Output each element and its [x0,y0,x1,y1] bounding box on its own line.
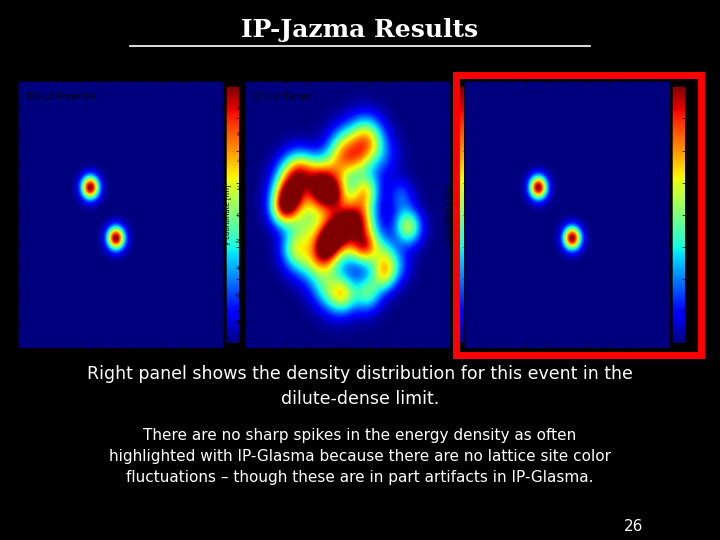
X-axis label: x coordinate [fm]: x coordinate [fm] [314,360,381,368]
X-axis label: x coordinate [fm]: x coordinate [fm] [87,360,154,368]
Text: Q$^2_s$(x,y) Projectile: Q$^2_s$(x,y) Projectile [24,89,97,104]
Text: There are no sharp spikes in the energy density as often
highlighted with IP-Gla: There are no sharp spikes in the energy … [109,428,611,485]
Text: IP-Jazma Results: IP-Jazma Results [241,18,479,42]
Text: Q$^2_s$(x,y) Target: Q$^2_s$(x,y) Target [251,89,312,104]
Y-axis label: y coordinate [fm]: y coordinate [fm] [444,184,451,245]
Text: Right panel shows the density distribution for this event in the
dilute-dense li: Right panel shows the density distributi… [87,364,633,408]
Y-axis label: y coordinate [fm]: y coordinate [fm] [0,184,4,245]
Text: 26: 26 [624,519,643,534]
X-axis label: x coordinate [fm]: x coordinate [fm] [534,360,600,368]
Y-axis label: y coordinate [fm]: y coordinate [fm] [224,184,231,245]
